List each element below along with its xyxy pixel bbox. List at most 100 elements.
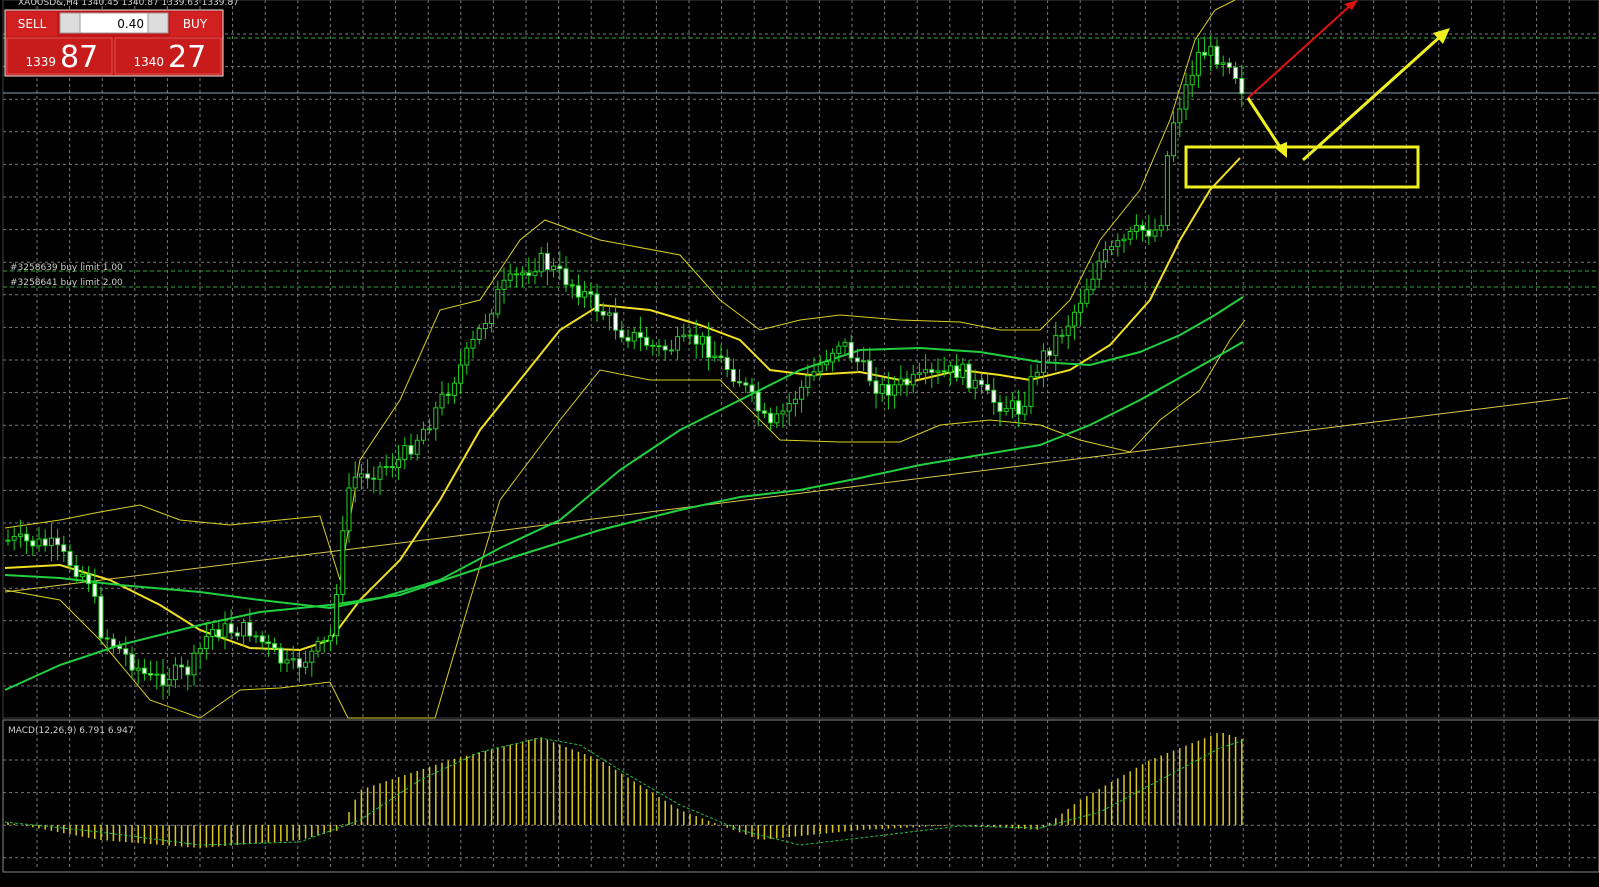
candle-body <box>575 285 581 298</box>
candle-body <box>346 487 352 532</box>
candle-body <box>941 370 947 373</box>
candle-body <box>768 412 774 424</box>
candle-body <box>117 645 123 650</box>
candle-body <box>898 378 904 386</box>
candle-body <box>179 664 185 668</box>
candle-body <box>619 329 625 338</box>
candle-body <box>278 647 284 664</box>
candle-body <box>253 635 259 638</box>
sell-button[interactable]: SELL 1339 87 <box>6 12 113 75</box>
candle-body <box>873 380 879 394</box>
candle-body <box>296 658 302 668</box>
candle-body <box>352 476 358 489</box>
arrow-red <box>1247 3 1353 99</box>
candle-body <box>98 595 104 639</box>
candle-body <box>799 386 805 400</box>
candle-body <box>222 623 228 638</box>
candle-body <box>1158 224 1164 231</box>
bollinger-lower <box>4 319 1246 719</box>
candle-body <box>687 334 693 337</box>
candle-body <box>1233 66 1239 79</box>
candle-body <box>848 341 854 359</box>
candle-body <box>668 349 674 352</box>
candle-body <box>774 413 780 424</box>
candle-body <box>737 380 743 384</box>
candle-body <box>885 384 891 396</box>
candle-body <box>247 621 253 637</box>
volume: 0.40 <box>117 17 144 31</box>
candle-body <box>985 384 991 391</box>
candle-body <box>842 341 848 347</box>
candle-body <box>358 473 364 478</box>
candle-body <box>817 364 823 373</box>
arrowhead <box>1344 0 1358 10</box>
candle-body <box>36 538 42 547</box>
buy-button[interactable]: BUY 1340 27 <box>114 12 222 75</box>
candle-body <box>11 535 17 541</box>
candle-body <box>1239 77 1245 95</box>
candle-body <box>1059 334 1065 337</box>
candle-body <box>532 271 538 276</box>
candle-body <box>476 328 482 341</box>
candle-body <box>693 334 699 345</box>
candle-body <box>30 540 36 547</box>
candle-body <box>433 407 439 430</box>
candle-body <box>451 382 457 396</box>
macd-signal <box>4 737 1246 846</box>
candle-body <box>916 372 922 375</box>
arrow-yellow-down <box>1246 97 1284 151</box>
candle-body <box>210 628 216 637</box>
candle-body <box>712 355 718 359</box>
macd-label: MACD(12,26,9) 6.791 6.947 <box>8 726 134 736</box>
candle-body <box>123 648 129 655</box>
candle-body <box>309 650 315 663</box>
candle-body <box>749 384 755 393</box>
candle-body <box>867 360 873 382</box>
candle-body <box>631 331 637 342</box>
candle-body <box>1016 400 1022 415</box>
candle-body <box>216 628 222 638</box>
candle-body <box>464 347 470 366</box>
candle-body <box>551 265 557 271</box>
candle-body <box>185 666 191 676</box>
candle-body <box>104 637 110 640</box>
candle-body <box>743 382 749 386</box>
candle-body <box>489 313 495 325</box>
candle-body <box>86 573 92 585</box>
grid <box>3 0 1599 870</box>
candle-body <box>1065 325 1071 336</box>
candle-body <box>420 428 426 441</box>
moving-average-mid <box>4 296 1244 610</box>
candle-body <box>1009 400 1015 409</box>
buy-label-bg <box>170 12 221 36</box>
candle-body <box>1171 122 1177 157</box>
candle-body <box>513 273 519 276</box>
volume-up[interactable] <box>147 12 169 34</box>
candle-body <box>675 336 681 351</box>
trend-line <box>4 397 1569 593</box>
candle-body <box>228 623 234 634</box>
candle-body <box>1177 108 1183 124</box>
candle-body <box>656 345 662 348</box>
candle-body <box>507 273 513 281</box>
candle-body <box>755 391 761 412</box>
candle-body <box>321 640 327 643</box>
candle-body <box>1208 45 1214 56</box>
candle-body <box>1189 74 1195 86</box>
candle-body <box>55 537 61 546</box>
volume-down[interactable] <box>59 12 81 34</box>
candle-body <box>141 667 147 675</box>
candle-body <box>662 345 668 351</box>
sell-label: SELL <box>18 17 47 31</box>
candle-body <box>520 272 526 276</box>
candle-body <box>197 648 203 654</box>
candle-body <box>786 403 792 412</box>
candle-body <box>978 379 984 386</box>
sell-price-bg <box>6 37 113 75</box>
candle-body <box>972 379 978 389</box>
candle-body <box>272 643 278 649</box>
candle-body <box>110 638 116 647</box>
candle-body <box>365 473 371 479</box>
